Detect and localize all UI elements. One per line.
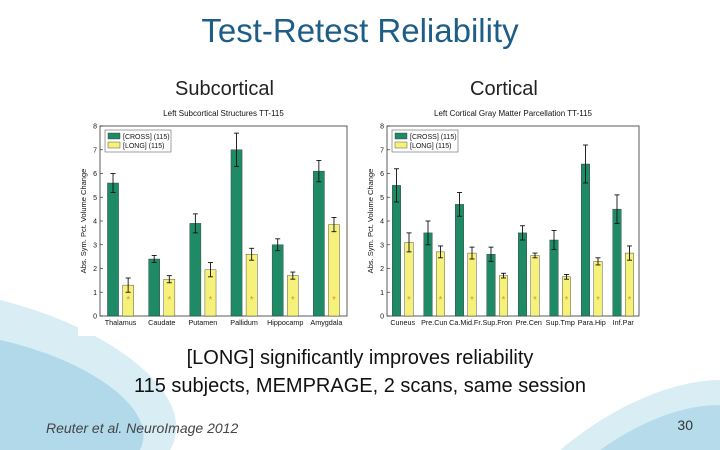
page-number: 30 — [677, 417, 693, 433]
x-tick-label: Para.Hip — [578, 318, 606, 327]
x-tick-label: Sup.Tmp — [546, 318, 575, 327]
significance-star: * — [596, 295, 600, 306]
y-tick-label: 8 — [380, 124, 384, 131]
legend-swatch-long — [394, 141, 408, 149]
bar-cross — [486, 254, 496, 317]
bar-long — [245, 254, 258, 317]
significance-star: * — [628, 295, 632, 306]
bar-cross — [189, 223, 202, 317]
x-tick-label: Amygdala — [310, 318, 342, 327]
y-axis-label: Abs. Sym. Pct. Volume Change — [79, 169, 88, 274]
body-line-1: [LONG] significantly improves reliabilit… — [186, 347, 534, 369]
y-tick-label: 6 — [380, 171, 384, 178]
bar-cross — [423, 232, 433, 317]
legend-swatch-long — [107, 141, 121, 149]
y-axis-label: Abs. Sym. Pct. Volume Change — [366, 169, 375, 274]
y-tick-label: 4 — [93, 219, 97, 226]
significance-star: * — [332, 295, 336, 306]
bar-cross — [518, 232, 527, 317]
x-tick-label: Sup.Fron — [482, 318, 512, 327]
y-tick-label: 6 — [93, 171, 97, 178]
bar-cross — [549, 239, 559, 317]
x-tick-label: Cuneus — [390, 318, 415, 327]
bar-cross — [392, 185, 401, 317]
significance-star: * — [470, 295, 474, 306]
significance-star: * — [407, 295, 411, 306]
legend-swatch-cross — [394, 132, 408, 140]
y-tick-label: 0 — [93, 314, 97, 321]
significance-star: * — [565, 295, 569, 306]
x-tick-label: Hippocamp — [267, 318, 303, 327]
x-tick-label: Inf.Par — [613, 318, 635, 327]
y-tick-label: 4 — [380, 219, 384, 226]
slide-title: Test-Retest Reliability — [201, 12, 519, 49]
significance-star: * — [209, 295, 213, 306]
bar-cross — [230, 149, 243, 317]
subhead-cortical: Cortical — [470, 78, 538, 100]
legend-label-cross: [CROSS] (115) — [410, 134, 457, 141]
citation: Reuter et al. NeuroImage 2012 — [46, 420, 239, 436]
chart-title: Left Cortical Gray Matter Parcellation T… — [434, 109, 593, 118]
bar-cross — [581, 163, 590, 317]
x-tick-label: Caudate — [148, 318, 175, 327]
x-tick-label: Pre.Cun — [421, 318, 447, 327]
y-tick-label: 7 — [380, 147, 384, 154]
y-tick-label: 2 — [93, 266, 97, 273]
bar-cross — [455, 204, 464, 317]
y-tick-label: 2 — [380, 266, 384, 273]
significance-star: * — [439, 295, 443, 306]
chart-subcortical: Left Subcortical Structures TT-115 Abs. S… — [78, 104, 353, 336]
significance-star: * — [502, 295, 506, 306]
y-tick-label: 1 — [380, 290, 384, 297]
chart-cortical: Left Cortical Gray Matter Parcellation T… — [365, 104, 645, 336]
bar-long — [467, 252, 477, 317]
subhead-subcortical: Subcortical — [175, 78, 274, 100]
legend-label-cross: [CROSS] (115) — [123, 134, 170, 141]
legend-label-long: [LONG] (115) — [410, 143, 452, 150]
y-tick-label: 8 — [93, 124, 97, 131]
x-tick-label: Ca.Mid.Fr. — [449, 318, 482, 327]
x-tick-label: Thalamus — [105, 318, 137, 327]
legend-box — [104, 129, 172, 153]
legend-swatch-cross — [107, 132, 121, 140]
chart-title: Left Subcortical Structures TT-115 — [163, 109, 284, 118]
significance-star: * — [533, 295, 537, 306]
bar-cross — [612, 208, 622, 317]
bar-long — [436, 251, 445, 317]
x-tick-label: Pre.Cen — [516, 318, 542, 327]
x-tick-label: Putamen — [189, 318, 218, 327]
bar-cross — [148, 258, 160, 317]
y-tick-label: 3 — [93, 242, 97, 249]
y-tick-label: 1 — [93, 290, 97, 297]
significance-star: * — [250, 295, 254, 306]
y-tick-label: 7 — [93, 147, 97, 154]
bar-cross — [271, 244, 284, 317]
x-tick-label: Pallidum — [230, 318, 258, 327]
y-tick-label: 0 — [380, 314, 384, 321]
legend-box — [391, 129, 459, 153]
y-tick-label: 5 — [93, 195, 97, 202]
bar-long — [593, 261, 603, 317]
bar-long — [625, 252, 634, 317]
bar-cross — [313, 170, 325, 317]
body-line-2: 115 subjects, MEMPRAGE, 2 scans, same se… — [133, 375, 587, 397]
y-tick-label: 5 — [380, 195, 384, 202]
legend-label-long: [LONG] (115) — [123, 143, 165, 150]
y-tick-label: 3 — [380, 242, 384, 249]
bar-cross — [107, 182, 119, 317]
significance-star: * — [167, 295, 171, 306]
significance-star: * — [291, 295, 295, 306]
plot-frame — [99, 125, 348, 317]
bar-long — [530, 255, 540, 317]
significance-star: * — [126, 295, 130, 306]
